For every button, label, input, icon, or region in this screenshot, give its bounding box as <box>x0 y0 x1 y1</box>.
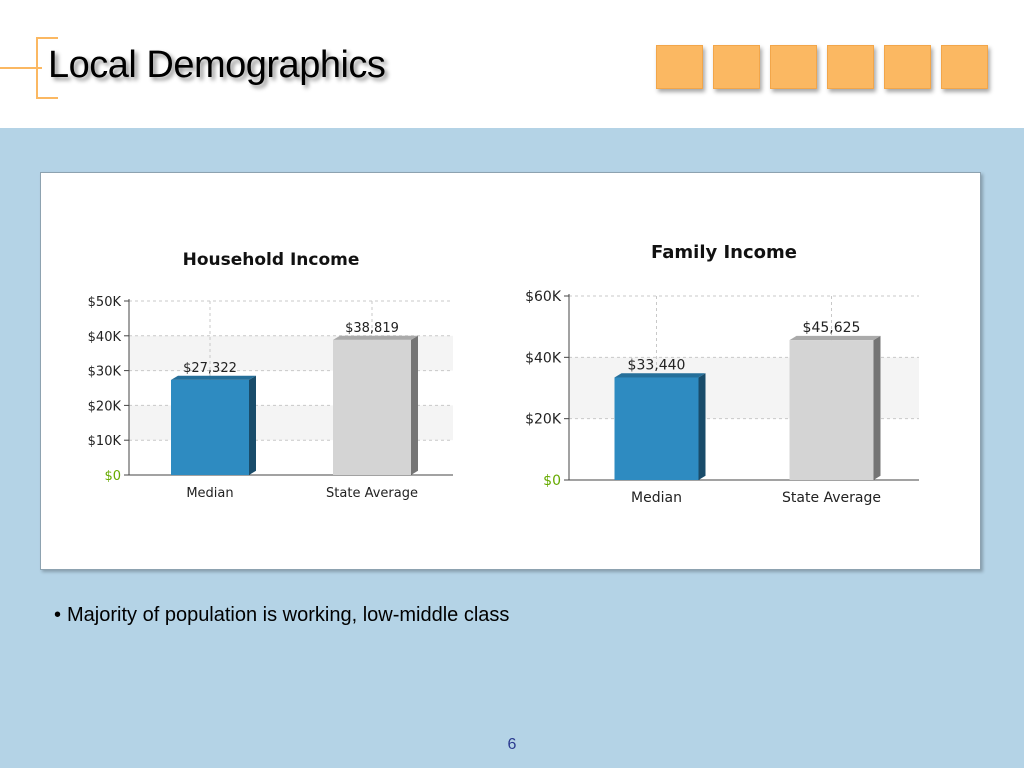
bar-value-label: $27,322 <box>183 361 237 376</box>
bar-value-label: $33,440 <box>628 357 686 373</box>
decorative-tile <box>941 45 988 89</box>
chart-title: Household Income <box>183 250 360 270</box>
bar-side <box>873 335 881 480</box>
slide-title: Local Demographics <box>48 44 386 86</box>
bar-top <box>171 375 256 380</box>
decorative-tile <box>713 45 760 89</box>
y-tick-label: $30K <box>88 365 122 380</box>
y-tick-label: $0 <box>543 473 561 489</box>
bar <box>333 339 411 475</box>
bar <box>614 377 699 480</box>
decorative-tile <box>770 45 817 89</box>
y-tick-label: $50K <box>88 295 122 310</box>
x-tick-label: Median <box>631 490 682 506</box>
x-tick-label: State Average <box>326 486 418 501</box>
y-tick-label: $20K <box>525 412 562 428</box>
slide-content: $0 $10K $20K $30K $40K $50K $27,322 Median $38,8… <box>0 128 1024 768</box>
bar-value-label: $45,625 <box>803 320 861 336</box>
accent-line <box>0 67 42 69</box>
bullet-item: • Majority of population is working, low-… <box>54 604 509 627</box>
bar-value-label: $38,819 <box>345 321 399 336</box>
bar-top <box>333 335 418 340</box>
family-income-chart: $0 $20K $40K $60K $33,440 Median $45,625 State … <box>525 242 919 506</box>
household-income-chart: $0 $10K $20K $30K $40K $50K $27,322 Median $38,8… <box>88 250 453 501</box>
x-tick-label: State Average <box>782 490 881 506</box>
bullet-text: Majority of population is working, low-m… <box>67 604 510 626</box>
bar-side <box>698 373 706 480</box>
x-tick-label: Median <box>186 486 233 501</box>
slide-header: Local Demographics <box>0 0 1024 128</box>
bar <box>789 340 874 480</box>
y-tick-label: $10K <box>88 434 122 449</box>
bar-side <box>411 335 418 475</box>
y-tick-label: $40K <box>525 350 562 366</box>
bar-top <box>614 373 706 378</box>
bar-side <box>249 375 256 475</box>
title-bracket <box>36 37 58 99</box>
decorative-tile <box>656 45 703 89</box>
y-tick-label: $40K <box>88 330 122 345</box>
page-number: 6 <box>507 736 517 753</box>
decorative-tile <box>884 45 931 89</box>
y-tick-label: $0 <box>104 469 121 484</box>
bar-top <box>789 335 881 341</box>
y-tick-label: $20K <box>88 399 122 414</box>
bar <box>171 379 249 475</box>
bullet-icon: • <box>54 604 62 626</box>
decorative-tiles <box>656 45 988 89</box>
y-tick-label: $60K <box>525 289 562 305</box>
chart-title: Family Income <box>651 242 797 263</box>
decorative-tile <box>827 45 874 89</box>
charts-panel: $0 $10K $20K $30K $40K $50K $27,322 Median $38,8… <box>40 172 981 570</box>
